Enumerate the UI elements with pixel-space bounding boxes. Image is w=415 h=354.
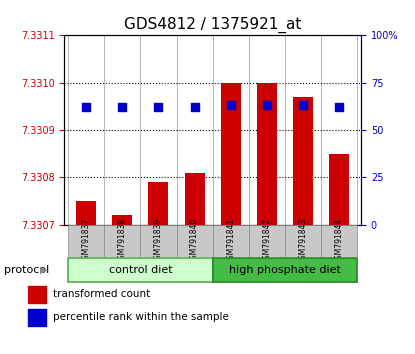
Bar [321, 225, 357, 257]
Text: GSM791838: GSM791838 [118, 218, 127, 264]
Bar [149, 182, 168, 225]
Bar [140, 225, 176, 257]
Bar [249, 225, 285, 257]
Bar [221, 83, 241, 225]
Text: GSM791843: GSM791843 [299, 218, 308, 264]
Text: protocol: protocol [4, 265, 49, 275]
Bar [112, 215, 132, 225]
Text: ▶: ▶ [40, 265, 47, 275]
Bar [76, 201, 96, 225]
Bar [330, 154, 349, 225]
Bar [293, 97, 313, 225]
Point [264, 103, 270, 108]
Point [336, 104, 343, 110]
Bar [68, 258, 213, 282]
Bar [28, 309, 46, 326]
Bar [104, 225, 140, 257]
Text: GSM791842: GSM791842 [262, 218, 271, 264]
Text: high phosphate diet: high phosphate diet [229, 265, 341, 275]
Text: GSM791841: GSM791841 [226, 218, 235, 264]
Text: GSM791839: GSM791839 [154, 218, 163, 264]
Point [119, 104, 126, 110]
Text: GSM791840: GSM791840 [190, 218, 199, 264]
Text: percentile rank within the sample: percentile rank within the sample [54, 312, 229, 322]
Bar [285, 225, 321, 257]
Point [191, 104, 198, 110]
Title: GDS4812 / 1375921_at: GDS4812 / 1375921_at [124, 16, 301, 33]
Bar [257, 83, 277, 225]
Bar [185, 173, 205, 225]
Point [155, 104, 162, 110]
Text: GSM791837: GSM791837 [81, 218, 90, 264]
Bar [176, 225, 213, 257]
Point [83, 104, 89, 110]
Bar [213, 258, 357, 282]
Point [227, 103, 234, 108]
Text: GSM791844: GSM791844 [335, 218, 344, 264]
Bar [68, 225, 104, 257]
Point [300, 103, 306, 108]
Bar [28, 286, 46, 303]
Text: transformed count: transformed count [54, 289, 151, 299]
Text: control diet: control diet [108, 265, 172, 275]
Bar [213, 225, 249, 257]
